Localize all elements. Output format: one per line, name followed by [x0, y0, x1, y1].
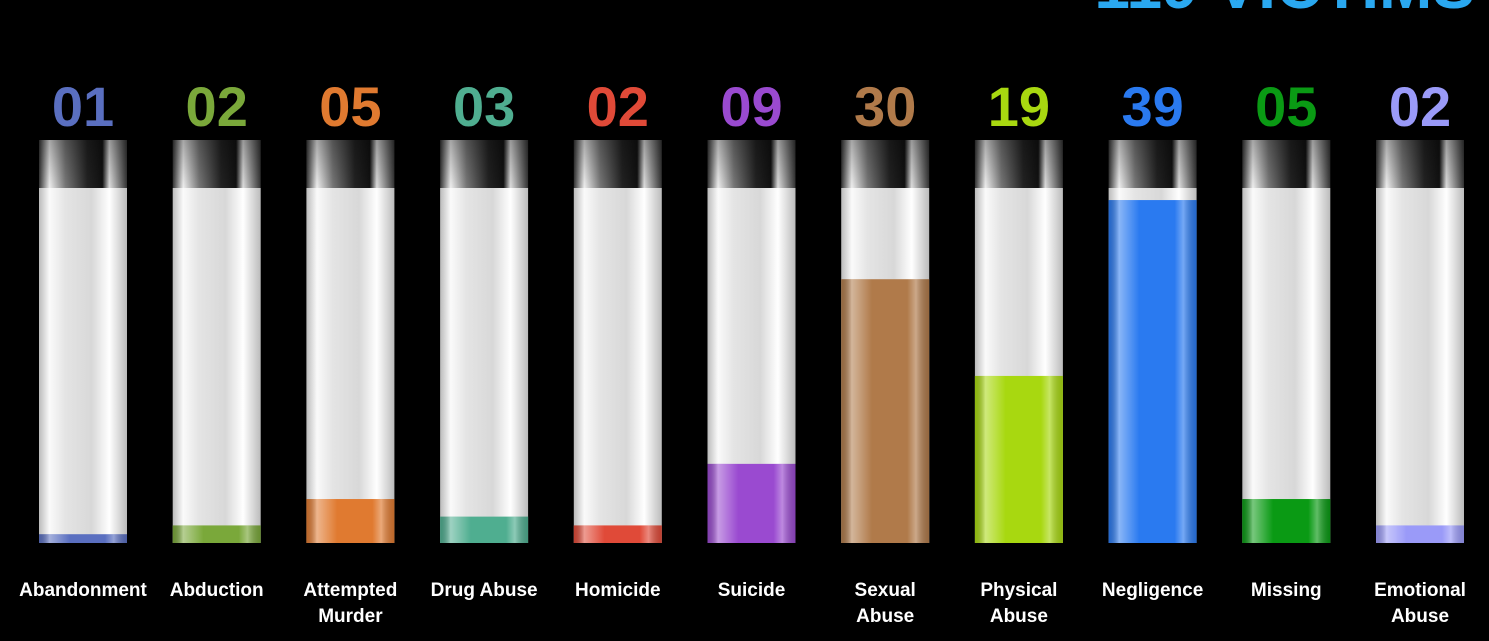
category-label: Suicide: [717, 580, 786, 601]
category-label: Abduction: [169, 580, 264, 601]
value-label: 01: [52, 75, 114, 138]
value-label: 05: [319, 75, 381, 138]
tube-fill-shine: [1376, 525, 1464, 543]
value-label: 30: [854, 75, 916, 138]
tube-cap-shade: [1376, 140, 1464, 188]
tube-fill-shine: [707, 463, 796, 543]
tube-body: [306, 188, 395, 543]
tube-cap-shade: [974, 140, 1063, 188]
tube-fill-shine: [39, 534, 127, 543]
tube-cap-shade: [1108, 140, 1197, 188]
tube-fill-shine: [841, 279, 930, 543]
value-label: 02: [587, 75, 649, 138]
tube-fill-shine: [573, 525, 662, 543]
value-label: 19: [988, 75, 1050, 138]
tube-cap-shade: [707, 140, 796, 188]
category-label: Homicide: [575, 580, 661, 601]
tube-cap-shade: [172, 140, 261, 188]
value-label: 09: [720, 75, 782, 138]
tube-cap-shade: [841, 140, 930, 188]
tube-cap-shade: [440, 140, 529, 188]
value-label: 02: [186, 75, 248, 138]
tube-body: [440, 188, 529, 543]
tube-body: [1376, 188, 1464, 543]
tube-fill-shine: [306, 499, 395, 543]
chart-title: 119 VICTIMS: [1094, 0, 1475, 22]
tube-body: [39, 188, 127, 543]
category-label: Missing: [1250, 580, 1322, 601]
tube-body: [573, 188, 662, 543]
value-label: 02: [1389, 75, 1451, 138]
tube-fill-shine: [1108, 200, 1197, 543]
tube-cap-shade: [306, 140, 395, 188]
category-label: Drug Abuse: [430, 580, 538, 601]
tube-fill-shine: [172, 525, 261, 543]
tube-cap-shade: [39, 140, 127, 188]
tube-body: [172, 188, 261, 543]
category-label: Abandonment: [19, 580, 147, 601]
category-label: Emotional Abuse: [1374, 580, 1466, 627]
category-label: Attempted Murder: [303, 580, 398, 627]
category-label: Physical Abuse: [980, 580, 1058, 627]
tube-cap-shade: [573, 140, 662, 188]
tube-cap-shade: [1242, 140, 1331, 188]
tube-fill-shine: [1242, 499, 1331, 543]
value-label: 05: [1255, 75, 1317, 138]
tube-fill-shine: [440, 516, 529, 543]
value-label: 39: [1121, 75, 1183, 138]
category-label: Negligence: [1101, 580, 1204, 601]
tube-body: [1242, 188, 1331, 543]
category-label: Sexual Abuse: [854, 580, 916, 627]
tube-fill-shine: [974, 375, 1063, 543]
value-label: 03: [453, 75, 515, 138]
